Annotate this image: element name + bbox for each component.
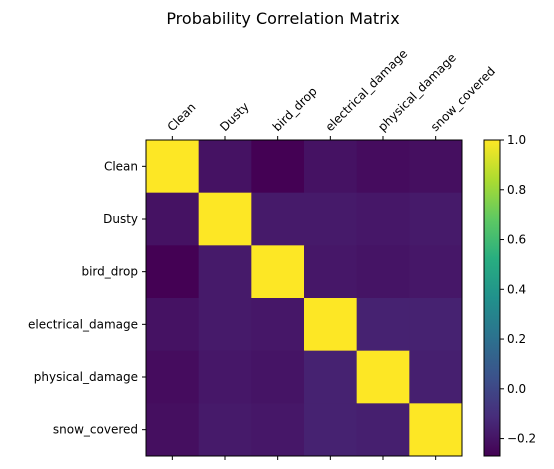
heatmap-cell — [409, 192, 463, 246]
heatmap-cell — [409, 245, 463, 299]
colorbar-tick-label: 0.6 — [507, 233, 526, 247]
colorbar-gradient — [484, 140, 500, 456]
heatmap-cell — [304, 245, 358, 299]
heatmap-cell — [356, 192, 410, 246]
heatmap-cell — [198, 298, 252, 352]
heatmap-cell — [146, 245, 200, 299]
y-tick-label: physical_damage — [34, 370, 138, 384]
y-tick-label: electrical_damage — [28, 317, 138, 331]
heatmap-cell — [251, 140, 305, 194]
heatmap-cell — [198, 192, 252, 246]
heatmap-cell — [356, 403, 410, 457]
heatmap-frame — [145, 139, 463, 457]
heatmap-cell — [304, 298, 358, 352]
heatmap-cell — [198, 350, 252, 404]
y-tick-label: snow_covered — [53, 423, 138, 437]
chart-title: Probability Correlation Matrix — [166, 9, 399, 28]
heatmap-cell — [146, 350, 200, 404]
heatmap-cell — [251, 192, 305, 246]
heatmap-cell — [146, 140, 200, 194]
heatmap-cell — [356, 140, 410, 194]
heatmap-cell — [409, 140, 463, 194]
colorbar-tick-label: 0.8 — [507, 183, 526, 197]
x-tick-label: bird_drop — [270, 84, 320, 134]
heatmap-cell — [304, 140, 358, 194]
heatmap-cell — [409, 298, 463, 352]
y-tick-label: bird_drop — [81, 265, 138, 279]
heatmap-cell — [146, 298, 200, 352]
heatmap-cell — [356, 245, 410, 299]
heatmap-cell — [198, 403, 252, 457]
y-tick-label: Clean — [104, 159, 138, 173]
colorbar-ticks: 1.0 0.8 0.6 0.4 0.2 0.0 −0.2 — [500, 133, 536, 446]
colorbar-tick-label: 0.4 — [507, 282, 526, 296]
heatmap-cell — [304, 350, 358, 404]
heatmap-cell — [198, 245, 252, 299]
colorbar: 1.0 0.8 0.6 0.4 0.2 0.0 −0.2 — [483, 133, 536, 457]
heatmap-cell — [409, 403, 463, 457]
y-tick-label: Dusty — [103, 212, 138, 226]
x-tick-label: Clean — [165, 100, 199, 134]
y-axis-ticks: Clean Dusty bird_drop electrical_damagephys… — [28, 159, 146, 437]
heatmap-cell — [251, 350, 305, 404]
colorbar-tick-label: −0.2 — [507, 432, 536, 446]
heatmap-cell — [146, 403, 200, 457]
heatmap-cell — [356, 298, 410, 352]
heatmap-cell — [304, 403, 358, 457]
heatmap-cell — [251, 298, 305, 352]
heatmap-cell — [251, 245, 305, 299]
heatmap-cell — [146, 192, 200, 246]
heatmap-cell — [251, 403, 305, 457]
heatmap-cell — [304, 192, 358, 246]
colorbar-tick-label: 0.2 — [507, 332, 526, 346]
heatmap-cell — [409, 350, 463, 404]
heatmap-cell — [198, 140, 252, 194]
colorbar-tick-label: 1.0 — [507, 133, 526, 147]
colorbar-frame — [483, 139, 501, 457]
x-tick-label: Dusty — [217, 100, 252, 135]
heatmap-cell — [356, 350, 410, 404]
colorbar-tick-label: 0.0 — [507, 382, 526, 396]
heatmap-cells — [146, 140, 463, 457]
